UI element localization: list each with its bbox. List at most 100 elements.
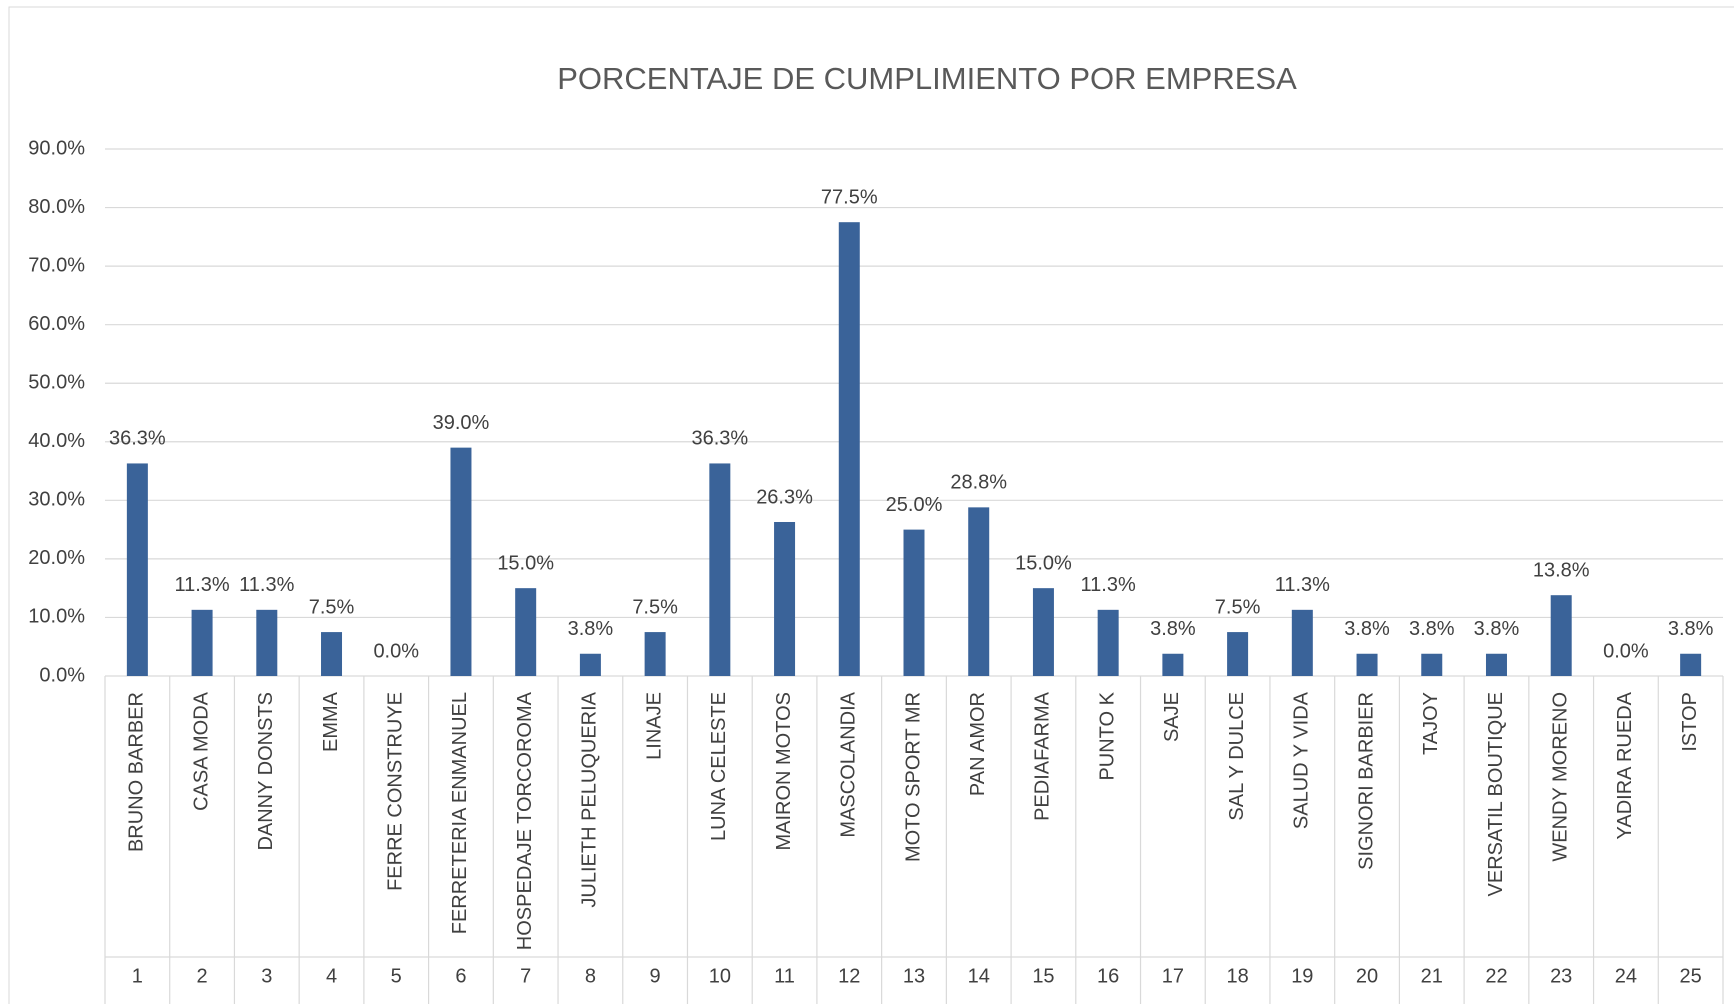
bar bbox=[126, 463, 148, 676]
x-tick-number: 21 bbox=[1421, 965, 1443, 987]
data-label: 0.0% bbox=[373, 640, 419, 662]
bar bbox=[450, 447, 472, 676]
data-label: 3.8% bbox=[1150, 618, 1196, 640]
x-tick-number: 25 bbox=[1680, 965, 1702, 987]
x-tick-label: SIGNORI BARBIER bbox=[1355, 692, 1377, 870]
data-label: 3.8% bbox=[1344, 618, 1390, 640]
bar bbox=[1291, 609, 1313, 676]
x-tick-label: BRUNO BARBER bbox=[126, 692, 148, 852]
data-label: 28.8% bbox=[950, 472, 1007, 494]
data-label: 15.0% bbox=[497, 552, 554, 574]
x-tick-label: FERRE CONSTRUYE bbox=[385, 692, 407, 891]
bar bbox=[1485, 653, 1507, 676]
y-tick-label: 50.0% bbox=[28, 372, 85, 394]
data-label: 3.8% bbox=[1409, 618, 1455, 640]
x-tick-label: DANNY DONSTS bbox=[255, 692, 277, 851]
x-tick-label: EMMA bbox=[320, 691, 342, 752]
y-tick-label: 20.0% bbox=[28, 547, 85, 569]
x-tick-number: 19 bbox=[1291, 965, 1313, 987]
data-label: 15.0% bbox=[1015, 552, 1072, 574]
y-tick-label: 40.0% bbox=[28, 430, 85, 452]
x-tick-number: 15 bbox=[1032, 965, 1054, 987]
x-tick-number: 1 bbox=[132, 965, 143, 987]
data-label: 3.8% bbox=[568, 618, 614, 640]
bar bbox=[579, 653, 601, 676]
x-tick-label: LUNA CELESTE bbox=[708, 692, 730, 841]
x-tick-number: 13 bbox=[903, 965, 925, 987]
x-tick-number: 7 bbox=[520, 965, 531, 987]
x-tick-label: YADIRA RUEDA bbox=[1614, 691, 1636, 839]
data-label: 36.3% bbox=[691, 428, 748, 450]
data-label: 3.8% bbox=[1474, 618, 1520, 640]
x-tick-number: 18 bbox=[1226, 965, 1248, 987]
x-tick-label: MASCOLANDIA bbox=[838, 691, 860, 837]
data-label: 7.5% bbox=[632, 596, 678, 618]
x-tick-number: 6 bbox=[455, 965, 466, 987]
data-label: 0.0% bbox=[1603, 640, 1649, 662]
x-tick-label: LINAJE bbox=[643, 692, 665, 760]
x-tick-label: PAN AMOR bbox=[967, 692, 989, 796]
x-tick-number: 3 bbox=[261, 965, 272, 987]
y-tick-label: 80.0% bbox=[28, 196, 85, 218]
bar bbox=[1421, 653, 1443, 676]
data-label: 36.3% bbox=[109, 428, 166, 450]
data-label: 7.5% bbox=[1215, 596, 1261, 618]
x-tick-label: MOTO SPORT MR bbox=[902, 692, 924, 862]
x-tick-label: PEDIAFARMA bbox=[1032, 691, 1054, 821]
x-tick-number: 23 bbox=[1550, 965, 1572, 987]
data-label: 11.3% bbox=[1275, 574, 1330, 596]
x-tick-number: 10 bbox=[709, 965, 731, 987]
x-tick-number: 11 bbox=[774, 965, 795, 987]
bar bbox=[903, 529, 925, 676]
x-tick-number: 24 bbox=[1615, 965, 1637, 987]
bar bbox=[1550, 595, 1572, 676]
x-tick-number: 12 bbox=[838, 965, 860, 987]
bar bbox=[321, 632, 343, 676]
x-tick-label: CASA MODA bbox=[190, 691, 212, 811]
x-tick-label: FERRETERIA ENMANUEL bbox=[449, 692, 471, 934]
x-tick-label: MAIRON MOTOS bbox=[773, 692, 795, 851]
bar bbox=[1680, 653, 1702, 676]
bar bbox=[838, 222, 860, 676]
x-tick-label: TAJOY bbox=[1420, 692, 1442, 755]
x-tick-number: 8 bbox=[585, 965, 596, 987]
bar bbox=[1227, 632, 1249, 676]
data-label: 39.0% bbox=[433, 412, 490, 434]
bar bbox=[968, 507, 990, 676]
x-tick-label: VERSATIL BOUTIQUE bbox=[1485, 692, 1507, 896]
bar bbox=[774, 521, 796, 676]
x-tick-label: ISTOP bbox=[1679, 692, 1701, 752]
x-tick-label: SAJE bbox=[1161, 692, 1183, 742]
x-tick-number: 4 bbox=[326, 965, 337, 987]
bar bbox=[1097, 609, 1119, 676]
data-label: 7.5% bbox=[309, 596, 355, 618]
data-label: 25.0% bbox=[886, 494, 943, 516]
chart-frame bbox=[8, 6, 1734, 1004]
x-tick-label: JULIETH PELUQUERIA bbox=[579, 691, 601, 907]
x-tick-number: 9 bbox=[650, 965, 661, 987]
x-tick-number: 2 bbox=[197, 965, 208, 987]
data-label: 26.3% bbox=[756, 486, 813, 508]
x-tick-label: PUNTO K bbox=[1096, 691, 1118, 780]
bar bbox=[515, 588, 537, 676]
bar bbox=[1356, 653, 1378, 676]
data-label: 11.3% bbox=[1081, 574, 1136, 596]
bar bbox=[1032, 588, 1054, 676]
bar bbox=[709, 463, 731, 676]
data-label: 13.8% bbox=[1533, 559, 1590, 581]
x-tick-label: SALUD Y VIDA bbox=[1291, 691, 1313, 829]
x-tick-number: 22 bbox=[1485, 965, 1507, 987]
x-tick-label: HOSPEDAJE TORCOROMA bbox=[514, 691, 536, 950]
x-tick-number: 17 bbox=[1162, 965, 1184, 987]
x-tick-number: 16 bbox=[1097, 965, 1119, 987]
data-label: 3.8% bbox=[1668, 618, 1714, 640]
bar bbox=[644, 632, 666, 676]
bar bbox=[1162, 653, 1184, 676]
bar bbox=[256, 609, 278, 676]
y-tick-label: 90.0% bbox=[28, 137, 85, 159]
data-label: 11.3% bbox=[239, 574, 294, 596]
data-label: 11.3% bbox=[174, 574, 229, 596]
data-label: 77.5% bbox=[821, 186, 878, 208]
y-tick-label: 10.0% bbox=[28, 606, 85, 628]
